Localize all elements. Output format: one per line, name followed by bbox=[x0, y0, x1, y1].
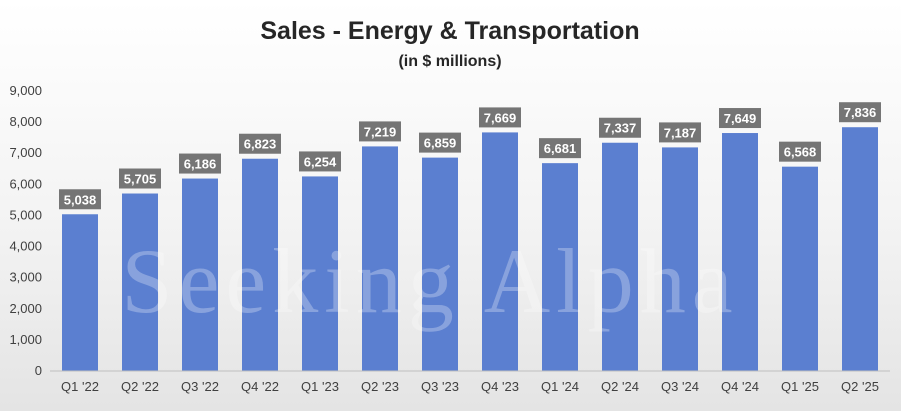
data-label-bg bbox=[599, 117, 641, 138]
data-label: 6,823 bbox=[244, 137, 277, 152]
x-tick-label: Q2 '25 bbox=[841, 379, 879, 394]
data-label-bg bbox=[779, 141, 821, 162]
x-tick-label: Q1 '24 bbox=[541, 379, 579, 394]
bar bbox=[602, 142, 638, 371]
bar bbox=[482, 132, 518, 371]
data-label: 7,187 bbox=[664, 125, 697, 140]
x-tick-label: Q1 '22 bbox=[61, 379, 99, 394]
data-label-bg bbox=[419, 132, 461, 153]
data-label-bg bbox=[659, 122, 701, 143]
data-label: 6,859 bbox=[424, 136, 457, 151]
bar bbox=[182, 178, 218, 371]
bar bbox=[362, 146, 398, 371]
watermark: Seeking Alpha bbox=[121, 230, 738, 332]
y-tick-label: 1,000 bbox=[9, 332, 42, 347]
y-tick-label: 2,000 bbox=[9, 301, 42, 316]
data-label-bg bbox=[119, 168, 161, 189]
data-label-bg bbox=[179, 153, 221, 174]
chart-title: Sales - Energy & Transportation bbox=[260, 17, 639, 45]
x-tick-label: Q1 '25 bbox=[781, 379, 819, 394]
data-label-bg bbox=[59, 189, 101, 210]
data-label-bg bbox=[719, 108, 761, 129]
data-label-bg bbox=[539, 138, 581, 159]
x-tick-label: Q4 '24 bbox=[721, 379, 759, 394]
data-label-bg bbox=[359, 121, 401, 142]
y-tick-label: 5,000 bbox=[9, 207, 42, 222]
data-label: 6,568 bbox=[784, 145, 817, 160]
x-tick-label: Q2 '24 bbox=[601, 379, 639, 394]
x-tick-label: Q2 '22 bbox=[121, 379, 159, 394]
data-label: 5,038 bbox=[64, 192, 97, 207]
data-label: 6,681 bbox=[544, 141, 577, 156]
y-tick-label: 6,000 bbox=[9, 176, 42, 191]
y-tick-label: 3,000 bbox=[9, 270, 42, 285]
data-label: 5,705 bbox=[124, 172, 157, 187]
x-tick-label: Q4 '23 bbox=[481, 379, 519, 394]
data-label: 7,337 bbox=[604, 121, 637, 136]
y-tick-label: 9,000 bbox=[9, 83, 42, 98]
x-tick-label: Q3 '22 bbox=[181, 379, 219, 394]
bar bbox=[422, 157, 458, 371]
x-tick-label: Q3 '24 bbox=[661, 379, 699, 394]
y-tick-label: 4,000 bbox=[9, 239, 42, 254]
y-tick-label: 0 bbox=[35, 363, 42, 378]
data-label: 7,649 bbox=[724, 111, 757, 126]
bar bbox=[62, 214, 98, 371]
data-label: 7,836 bbox=[844, 105, 877, 120]
x-tick-label: Q2 '23 bbox=[361, 379, 399, 394]
data-label: 7,219 bbox=[364, 124, 397, 139]
data-label: 7,669 bbox=[484, 110, 517, 125]
bar bbox=[302, 176, 338, 371]
bar bbox=[842, 127, 878, 371]
data-label-bg bbox=[839, 102, 881, 123]
x-tick-label: Q3 '23 bbox=[421, 379, 459, 394]
data-label: 6,254 bbox=[304, 154, 337, 169]
data-label-bg bbox=[299, 151, 341, 172]
bar bbox=[542, 163, 578, 371]
data-label-bg bbox=[479, 107, 521, 128]
data-label-bg bbox=[239, 133, 281, 154]
bar bbox=[242, 158, 278, 371]
x-tick-label: Q4 '22 bbox=[241, 379, 279, 394]
bar bbox=[782, 166, 818, 371]
chart-subtitle: (in $ millions) bbox=[398, 53, 501, 70]
data-label: 6,186 bbox=[184, 157, 217, 172]
bar bbox=[662, 147, 698, 371]
bar bbox=[122, 193, 158, 371]
y-tick-label: 7,000 bbox=[9, 145, 42, 160]
bar bbox=[722, 133, 758, 371]
x-tick-label: Q1 '23 bbox=[301, 379, 339, 394]
y-tick-label: 8,000 bbox=[9, 114, 42, 129]
